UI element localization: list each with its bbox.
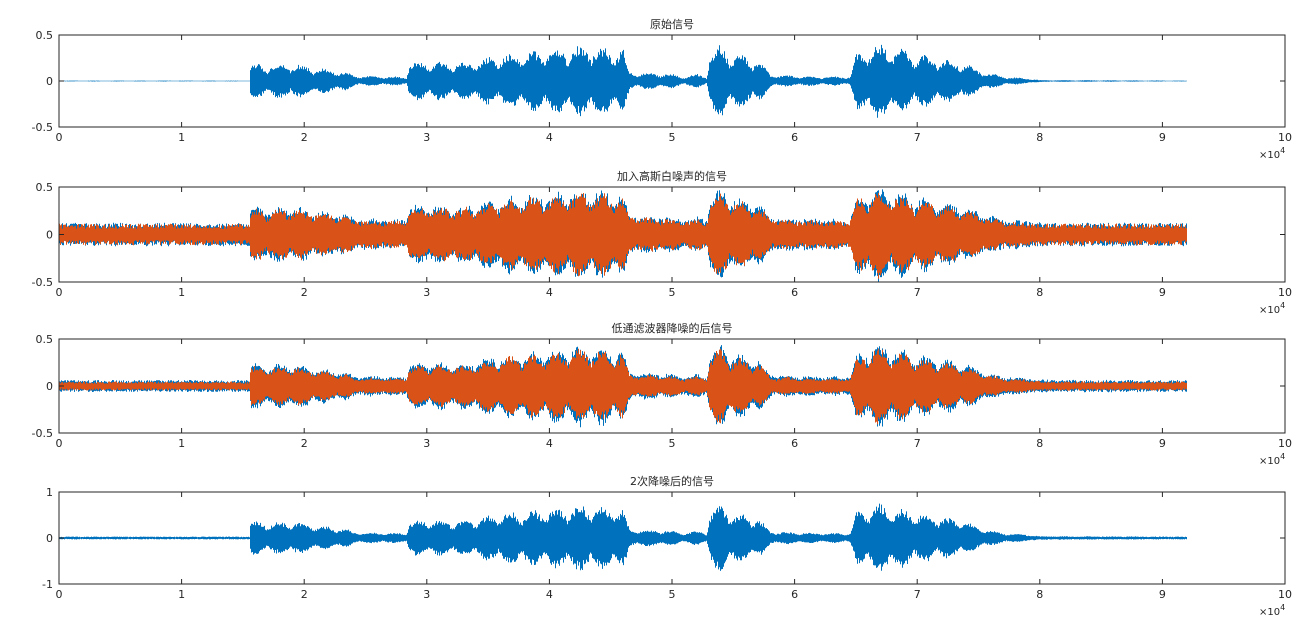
x-tick-label: 4 (546, 131, 553, 144)
x-tick-label: 6 (791, 131, 798, 144)
x-tick-label: 7 (914, 286, 921, 299)
y-tick-label: 0.5 (36, 29, 54, 42)
y-tick-label: 0.5 (36, 333, 54, 346)
x-tick-label: 2 (301, 131, 308, 144)
x-tick-label: 4 (546, 286, 553, 299)
x-tick-label: 0 (56, 131, 63, 144)
x-tick-label: 6 (791, 588, 798, 601)
x-exponent-label: ×104 (1259, 452, 1285, 467)
x-tick-label: 1 (178, 588, 185, 601)
x-tick-label: 9 (1159, 437, 1166, 450)
x-tick-label: 2 (301, 588, 308, 601)
signal-series-1 (59, 503, 1187, 571)
x-tick-label: 9 (1159, 131, 1166, 144)
x-tick-label: 5 (669, 131, 676, 144)
x-tick-label: 8 (1036, 437, 1043, 450)
x-tick-label: 4 (546, 437, 553, 450)
axis-ticks: 0 1 2 3 4 5 6 7 8 9 10-101×104 (42, 486, 1292, 618)
x-tick-label: 8 (1036, 588, 1043, 601)
x-tick-label: 1 (178, 286, 185, 299)
subplot-title: 2次降噪后的信号 (630, 474, 714, 488)
x-tick-label: 5 (669, 588, 676, 601)
subplot-noisy-signal: 加入高斯白噪声的信号 0 1 2 3 4 5 6 7 8 9 10-0.500.5×104 (32, 169, 1292, 316)
x-tick-label: 0 (56, 437, 63, 450)
y-tick-label: 0 (46, 532, 53, 545)
signal-series-1 (59, 44, 1187, 118)
axis-ticks: 0 1 2 3 4 5 6 7 8 9 10-0.500.5×104 (32, 29, 1292, 161)
x-tick-label: 0 (56, 286, 63, 299)
axis-ticks: 0 1 2 3 4 5 6 7 8 9 10-0.500.5×104 (32, 333, 1292, 467)
x-tick-label: 7 (914, 131, 921, 144)
y-tick-label: 0.5 (36, 181, 54, 194)
x-tick-label: 10 (1278, 588, 1292, 601)
x-tick-label: 10 (1278, 286, 1292, 299)
signal-traces (59, 189, 1187, 282)
x-tick-label: 10 (1278, 437, 1292, 450)
y-tick-label: 1 (46, 486, 53, 499)
y-tick-label: -0.5 (32, 121, 53, 134)
subplot-title: 加入高斯白噪声的信号 (617, 169, 727, 183)
y-tick-label: 0 (46, 75, 53, 88)
x-tick-label: 8 (1036, 286, 1043, 299)
signal-series-2 (59, 348, 1187, 425)
x-tick-label: 2 (301, 286, 308, 299)
signal-series-2 (59, 192, 1187, 279)
x-tick-label: 10 (1278, 131, 1292, 144)
x-exponent-label: ×104 (1259, 301, 1285, 316)
subplot-title: 原始信号 (650, 17, 694, 31)
y-tick-label: -0.5 (32, 276, 53, 289)
subplot-twice-denoised-signal: 2次降噪后的信号 0 1 2 3 4 5 6 7 8 9 10-101×104 (42, 474, 1292, 618)
x-tick-label: 3 (423, 131, 430, 144)
x-tick-label: 9 (1159, 588, 1166, 601)
y-tick-label: 0 (46, 380, 53, 393)
x-exponent-label: ×104 (1259, 146, 1285, 161)
x-tick-label: 5 (669, 437, 676, 450)
x-tick-label: 9 (1159, 286, 1166, 299)
signal-traces (59, 44, 1187, 118)
x-tick-label: 6 (791, 286, 798, 299)
x-tick-label: 8 (1036, 131, 1043, 144)
x-tick-label: 3 (423, 286, 430, 299)
x-tick-label: 6 (791, 437, 798, 450)
x-exponent-label: ×104 (1259, 603, 1285, 618)
y-tick-label: 0 (46, 229, 53, 242)
y-tick-label: -1 (42, 578, 53, 591)
subplot-lowpass-signal: 低通滤波器降噪的后信号 0 1 2 3 4 5 6 7 8 9 10-0.500.5×104 (32, 321, 1292, 467)
axis-ticks: 0 1 2 3 4 5 6 7 8 9 10-0.500.5×104 (32, 181, 1292, 316)
x-tick-label: 2 (301, 437, 308, 450)
x-tick-label: 4 (546, 588, 553, 601)
x-tick-label: 5 (669, 286, 676, 299)
x-tick-label: 7 (914, 588, 921, 601)
x-tick-label: 0 (56, 588, 63, 601)
x-tick-label: 7 (914, 437, 921, 450)
x-tick-label: 3 (423, 437, 430, 450)
x-tick-label: 3 (423, 588, 430, 601)
subplot-title: 低通滤波器降噪的后信号 (612, 321, 733, 335)
y-tick-label: -0.5 (32, 427, 53, 440)
signal-traces (59, 345, 1187, 428)
signal-traces (59, 503, 1187, 571)
x-tick-label: 1 (178, 437, 185, 450)
x-tick-label: 1 (178, 131, 185, 144)
subplot-original-signal: 原始信号 0 1 2 3 4 5 6 7 8 9 10-0.500.5×104 (32, 17, 1292, 161)
